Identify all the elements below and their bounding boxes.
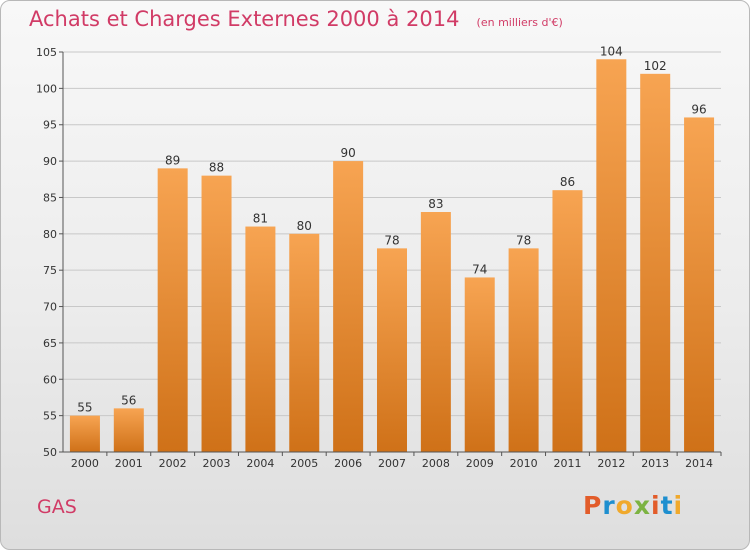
bar: [508, 248, 539, 452]
x-tick-label: 2005: [290, 457, 318, 470]
bar-value-label: 56: [121, 393, 136, 407]
x-tick-label: 2013: [641, 457, 669, 470]
logo-letter: t: [660, 491, 674, 520]
x-tick-label: 2007: [378, 457, 406, 470]
y-tick-label: 50: [43, 446, 57, 459]
x-tick-label: 2014: [685, 457, 713, 470]
proxiti-logo[interactable]: Proxiti: [583, 491, 683, 520]
bar: [684, 117, 715, 453]
x-tick-label: 2006: [334, 457, 362, 470]
x-tick-label: 2010: [510, 457, 538, 470]
x-tick-label: 2012: [597, 457, 625, 470]
bar-value-label: 80: [297, 219, 312, 233]
commune-name: GAS: [37, 496, 77, 518]
bar: [464, 277, 495, 452]
y-tick-label: 90: [43, 155, 57, 168]
bar-value-label: 86: [560, 175, 575, 189]
x-tick-label: 2000: [71, 457, 99, 470]
y-tick-label: 95: [43, 119, 57, 132]
bar: [420, 212, 451, 452]
x-tick-label: 2008: [422, 457, 450, 470]
bar-value-label: 89: [165, 153, 180, 167]
y-tick-label: 85: [43, 191, 57, 204]
y-tick-label: 80: [43, 228, 57, 241]
bar: [552, 190, 583, 452]
bar-value-label: 78: [516, 233, 531, 247]
x-tick-label: 2001: [115, 457, 143, 470]
bar: [245, 226, 276, 452]
y-tick-label: 60: [43, 373, 57, 386]
y-tick-label: 105: [36, 46, 57, 59]
bar-value-label: 88: [209, 161, 224, 175]
bar: [157, 168, 188, 452]
bar-value-label: 55: [77, 401, 92, 415]
bar: [289, 233, 320, 452]
bar: [113, 408, 144, 452]
bar-value-label: 83: [428, 197, 443, 211]
logo-letter: i: [651, 491, 661, 520]
bar: [640, 73, 671, 453]
bar: [377, 248, 407, 452]
bar: [69, 415, 100, 452]
bar-value-label: 96: [691, 102, 706, 116]
chart-subtitle: (en milliers d'€): [476, 16, 563, 29]
bar: [333, 161, 364, 452]
y-tick-label: 100: [36, 82, 57, 95]
y-tick-label: 70: [43, 301, 57, 314]
bar: [596, 59, 627, 452]
logo-letter: r: [602, 491, 616, 520]
logo-letter: o: [615, 491, 634, 520]
chart-title-block: Achats et Charges Externes 2000 à 2014 (…: [29, 7, 563, 31]
bar-value-label: 102: [644, 59, 667, 73]
bar-value-label: 104: [600, 44, 623, 58]
y-tick-label: 75: [43, 264, 57, 277]
logo-letter: P: [583, 491, 603, 520]
x-tick-label: 2003: [203, 457, 231, 470]
y-tick-label: 65: [43, 337, 57, 350]
bar-value-label: 81: [253, 212, 268, 226]
x-tick-label: 2002: [159, 457, 187, 470]
logo-letter: x: [633, 491, 651, 520]
bar-value-label: 78: [384, 233, 399, 247]
logo-letter: i: [673, 491, 684, 520]
x-tick-label: 2011: [553, 457, 581, 470]
x-tick-label: 2009: [466, 457, 494, 470]
x-tick-label: 2004: [246, 457, 274, 470]
chart-title: Achats et Charges Externes 2000 à 2014: [29, 7, 460, 31]
bar: [201, 175, 232, 453]
bar-value-label: 90: [340, 146, 355, 160]
y-tick-label: 55: [43, 410, 57, 423]
bar-value-label: 74: [472, 262, 487, 276]
